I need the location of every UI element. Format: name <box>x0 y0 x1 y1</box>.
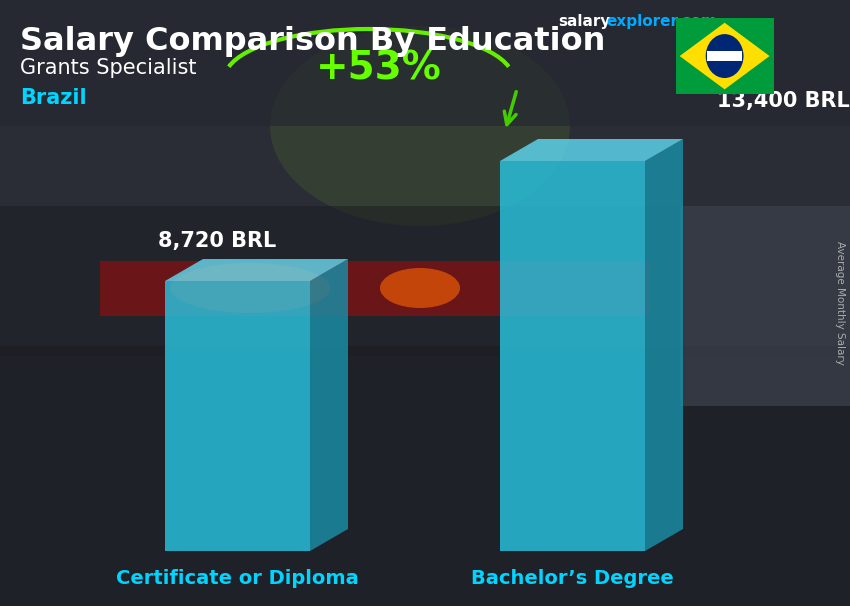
Text: explorer.com: explorer.com <box>606 14 717 29</box>
Ellipse shape <box>380 268 460 308</box>
Text: Average Monthly Salary: Average Monthly Salary <box>835 241 845 365</box>
Bar <box>0 346 850 606</box>
Polygon shape <box>165 259 348 281</box>
Polygon shape <box>500 161 645 551</box>
Text: +53%: +53% <box>316 50 442 88</box>
Text: 8,720 BRL: 8,720 BRL <box>158 231 276 251</box>
Text: Grants Specialist: Grants Specialist <box>20 58 196 78</box>
Bar <box>100 261 650 316</box>
Polygon shape <box>676 18 774 94</box>
Bar <box>0 206 850 356</box>
Polygon shape <box>680 22 769 90</box>
Polygon shape <box>310 259 348 551</box>
Text: Bachelor’s Degree: Bachelor’s Degree <box>471 569 674 588</box>
Ellipse shape <box>270 26 570 226</box>
Circle shape <box>706 34 744 78</box>
Polygon shape <box>165 281 310 551</box>
Text: salary: salary <box>558 14 610 29</box>
Polygon shape <box>500 139 683 161</box>
Polygon shape <box>707 51 742 61</box>
Text: Salary Comparison By Education: Salary Comparison By Education <box>20 26 605 57</box>
Polygon shape <box>645 139 683 551</box>
Bar <box>0 0 850 126</box>
Text: Certificate or Diploma: Certificate or Diploma <box>116 569 359 588</box>
Ellipse shape <box>170 263 330 313</box>
Text: 13,400 BRL: 13,400 BRL <box>717 91 849 111</box>
Bar <box>680 206 850 406</box>
Text: Brazil: Brazil <box>20 88 87 108</box>
